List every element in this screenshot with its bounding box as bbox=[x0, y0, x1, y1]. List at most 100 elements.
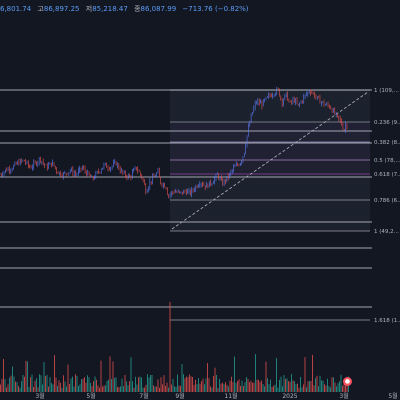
volume-bar bbox=[144, 387, 145, 392]
volume-bar bbox=[229, 380, 231, 392]
volume-bar bbox=[99, 387, 100, 392]
volume-bar bbox=[193, 384, 195, 392]
volume-bar bbox=[202, 378, 204, 392]
volume-bar bbox=[88, 377, 90, 392]
volume-bar bbox=[262, 384, 264, 392]
volume-bar bbox=[136, 384, 138, 392]
x-axis-tick-label: 3월 bbox=[339, 392, 348, 400]
volume-bar bbox=[124, 374, 126, 392]
volume-bar bbox=[120, 386, 121, 392]
volume-bar bbox=[244, 382, 246, 392]
volume-bar bbox=[285, 379, 286, 392]
volume-bar bbox=[135, 376, 136, 392]
volume-bars bbox=[0, 302, 349, 392]
volume-bar bbox=[160, 377, 162, 392]
volume-bar bbox=[69, 383, 70, 392]
volume-bar bbox=[343, 380, 345, 392]
alert-badge[interactable]: ● bbox=[343, 377, 352, 386]
volume-bar bbox=[79, 384, 81, 392]
volume-bar bbox=[277, 387, 279, 392]
volume-bar bbox=[180, 385, 181, 392]
volume-bar bbox=[250, 380, 252, 392]
volume-bar bbox=[340, 374, 342, 392]
volume-bar bbox=[252, 382, 253, 392]
volume-bar bbox=[15, 381, 16, 392]
volume-bar bbox=[271, 386, 273, 392]
volume-bar bbox=[322, 380, 324, 392]
volume-bar bbox=[334, 382, 336, 392]
volume-bar bbox=[301, 387, 303, 392]
volume-bar bbox=[331, 377, 333, 392]
volume-bar bbox=[315, 378, 316, 392]
volume-bar bbox=[153, 385, 154, 392]
x-axis-tick-label: 9월 bbox=[175, 392, 184, 400]
volume-bar bbox=[138, 377, 139, 392]
volume-bar bbox=[178, 385, 180, 392]
volume-bar bbox=[27, 361, 28, 392]
volume-bar bbox=[91, 386, 93, 392]
fib-level-label: 0.382 (8... bbox=[374, 140, 400, 146]
volume-bar bbox=[111, 378, 112, 392]
volume-bar bbox=[187, 377, 189, 392]
volume-bar bbox=[142, 387, 144, 392]
volume-bar bbox=[345, 381, 346, 392]
volume-bar bbox=[346, 381, 348, 392]
volume-bar bbox=[309, 381, 310, 392]
volume-bar bbox=[66, 386, 67, 392]
volume-bar bbox=[100, 360, 102, 392]
volume-bar bbox=[57, 385, 58, 392]
volume-bar bbox=[114, 378, 115, 392]
low-value: 85,218.47 bbox=[92, 5, 128, 13]
volume-bar bbox=[154, 386, 156, 392]
volume-bar bbox=[276, 358, 277, 392]
volume-bar bbox=[288, 381, 289, 392]
volume-bar bbox=[258, 379, 259, 392]
volume-bar bbox=[298, 387, 300, 392]
volume-bar bbox=[342, 385, 343, 392]
volume-bar bbox=[54, 355, 55, 392]
volume-bar bbox=[225, 382, 226, 392]
volume-bar bbox=[148, 377, 150, 392]
volume-bar bbox=[70, 378, 72, 392]
volume-bar bbox=[46, 374, 48, 392]
volume-bar bbox=[67, 364, 69, 392]
volume-bar bbox=[7, 384, 9, 392]
volume-bar bbox=[189, 374, 190, 392]
volume-bar bbox=[105, 385, 106, 392]
low-label: 저 bbox=[85, 5, 93, 13]
volume-bar bbox=[220, 383, 222, 392]
volume-bar bbox=[75, 374, 76, 392]
volume-bar bbox=[31, 374, 33, 392]
fib-level-label: 0.236 (9... bbox=[374, 120, 400, 126]
volume-bar bbox=[213, 375, 214, 392]
volume-bar bbox=[235, 382, 237, 392]
volume-bar bbox=[40, 375, 42, 392]
volume-bar bbox=[156, 386, 157, 392]
x-axis-tick-label: 5월 bbox=[86, 392, 95, 400]
volume-bar bbox=[87, 375, 88, 392]
volume-bar bbox=[333, 377, 334, 392]
volume-bar bbox=[297, 383, 298, 392]
x-axis-tick-label: 5월 bbox=[388, 392, 397, 400]
volume-bar bbox=[165, 385, 166, 392]
fib-level-label: 0.618 (7... bbox=[374, 172, 400, 178]
volume-bar bbox=[336, 386, 337, 392]
volume-bar bbox=[192, 377, 193, 392]
volume-bar bbox=[328, 385, 330, 392]
volume-bar bbox=[291, 374, 292, 392]
volume-bar bbox=[294, 381, 295, 392]
volume-bar bbox=[42, 384, 43, 392]
volume-bar bbox=[295, 384, 297, 392]
volume-bar bbox=[82, 378, 84, 392]
volume-bar bbox=[3, 358, 4, 392]
volume-bar bbox=[319, 375, 321, 392]
volume-bar bbox=[72, 376, 73, 392]
volume-bar bbox=[256, 379, 258, 392]
volume-bar bbox=[159, 387, 160, 392]
volume-bar bbox=[139, 376, 141, 392]
volume-bar bbox=[214, 367, 216, 392]
volume-bar bbox=[181, 364, 183, 392]
volume-bar bbox=[243, 386, 244, 392]
volume-bar bbox=[264, 386, 265, 392]
